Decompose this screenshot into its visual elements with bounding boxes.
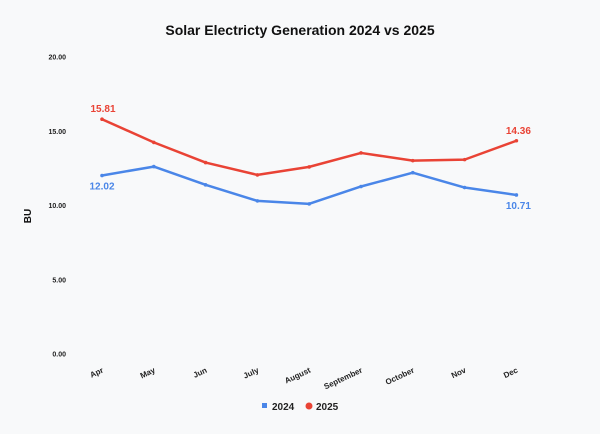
data-point-2025 — [514, 138, 519, 143]
data-point-2025 — [307, 165, 312, 169]
x-tick-label: Nov — [450, 365, 468, 380]
data-label-2024: 12.02 — [89, 182, 114, 193]
y-tick-label: 15.00 — [48, 129, 66, 136]
data-point-2024 — [203, 183, 208, 187]
x-tick-label: Jun — [192, 366, 209, 380]
legend-label-2024: 2024 — [272, 402, 295, 413]
data-label-2025: 15.81 — [90, 104, 115, 115]
data-point-2025 — [203, 160, 208, 165]
data-point-2024 — [359, 184, 363, 189]
data-point-2024 — [255, 199, 260, 203]
y-tick-label: 10.00 — [48, 203, 66, 210]
y-tick-label: 20.00 — [48, 55, 66, 62]
y-tick-label: 5.00 — [52, 277, 66, 284]
data-point-2024 — [100, 173, 104, 178]
data-point-2025 — [152, 140, 156, 145]
y-axis-label: BU — [23, 209, 34, 223]
legend-marker-2024 — [262, 403, 267, 408]
chart-title: Solar Electricty Generation 2024 vs 2025 — [165, 22, 434, 38]
x-tick-label: October — [384, 366, 416, 387]
x-tick-label: May — [139, 365, 157, 380]
legend-marker-2025 — [305, 402, 313, 410]
data-label-2025: 14.36 — [506, 126, 531, 137]
data-label-2024: 10.71 — [506, 201, 531, 212]
data-point-2025 — [255, 173, 260, 177]
series-line-2024 — [101, 165, 517, 206]
x-tick-label: Apr — [89, 366, 105, 380]
data-point-2025 — [462, 157, 467, 162]
data-point-2024 — [462, 185, 467, 190]
y-tick-label: 0.00 — [52, 352, 66, 359]
data-point-2024 — [514, 193, 519, 197]
data-point-2025 — [100, 117, 104, 122]
legend-label-2025: 2025 — [316, 402, 339, 413]
data-point-2025 — [359, 151, 363, 155]
x-tick-label: Dec — [502, 365, 520, 380]
x-tick-label: September — [323, 366, 364, 392]
x-tick-label: July — [242, 365, 261, 380]
data-point-2024 — [411, 170, 415, 175]
data-point-2024 — [152, 164, 156, 169]
data-point-2025 — [411, 158, 415, 163]
data-point-2024 — [307, 202, 312, 206]
x-tick-label: August — [283, 366, 312, 386]
